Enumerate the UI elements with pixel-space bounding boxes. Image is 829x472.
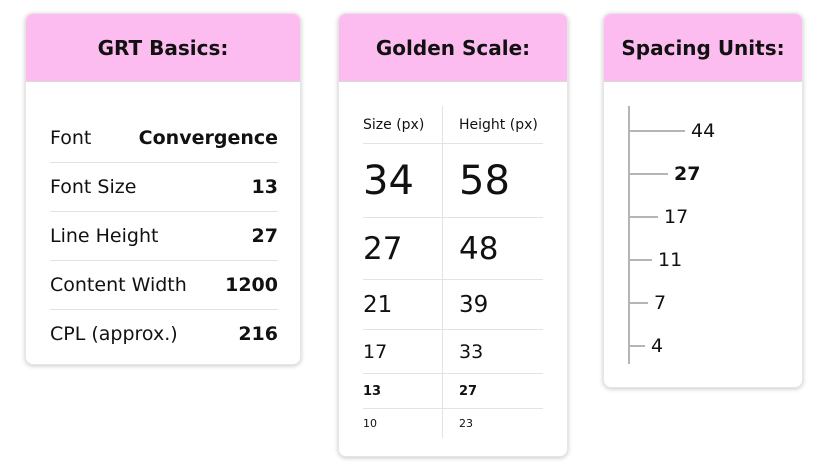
golden-col-size-header: Size (px): [363, 106, 443, 143]
grt-basics-table: Font Convergence Font Size 13 Line Heigh…: [50, 114, 278, 358]
golden-size-cell: 10: [363, 409, 443, 438]
golden-row: 17 33: [363, 330, 543, 374]
basics-value: Convergence: [138, 127, 278, 149]
spacing-axis-line: [628, 106, 630, 364]
golden-size-cell: 21: [363, 280, 443, 329]
basics-row-cpl: CPL (approx.) 216: [50, 310, 278, 358]
spacing-unit-label: 11: [658, 249, 683, 271]
spacing-unit-item: 27: [629, 162, 700, 186]
spacing-unit-item: 11: [629, 248, 682, 272]
basics-row-font-size: Font Size 13: [50, 163, 278, 212]
spacing-units-title: Spacing Units:: [604, 14, 802, 82]
spacing-unit-label: 44: [691, 120, 716, 142]
spacing-unit-tick: [629, 173, 668, 175]
basics-label: Font: [50, 127, 92, 149]
golden-height-cell: 58: [459, 157, 510, 204]
golden-height-cell: 27: [459, 383, 478, 399]
golden-row: 10 23: [363, 409, 543, 438]
basics-label: Line Height: [50, 225, 159, 247]
golden-row: 34 58: [363, 144, 543, 218]
golden-scale-card: Golden Scale: Size (px) Height (px) 34 5…: [338, 13, 568, 457]
basics-value: 1200: [225, 274, 278, 296]
basics-row-line-height: Line Height 27: [50, 212, 278, 261]
golden-size-cell: 34: [363, 144, 443, 217]
spacing-unit-item: 4: [629, 334, 663, 358]
golden-row: 13 27: [363, 374, 543, 409]
spacing-unit-label: 27: [674, 163, 701, 185]
basics-value: 27: [251, 225, 278, 247]
golden-scale-title: Golden Scale:: [339, 14, 567, 82]
spacing-unit-label: 7: [654, 292, 667, 314]
spacing-unit-label: 4: [651, 335, 664, 357]
basics-row-font: Font Convergence: [50, 114, 278, 163]
spacing-unit-tick: [629, 302, 648, 304]
golden-height-cell: 48: [459, 230, 499, 267]
spacing-units-card: Spacing Units: 44 27 17 11 7 4: [603, 13, 803, 388]
spacing-unit-item: 44: [629, 119, 715, 143]
golden-height-cell: 23: [459, 417, 473, 430]
basics-label: Content Width: [50, 274, 187, 296]
golden-size-cell: 13: [363, 374, 443, 408]
grt-basics-card: GRT Basics: Font Convergence Font Size 1…: [25, 13, 301, 365]
spacing-unit-tick: [629, 259, 652, 261]
basics-label: Font Size: [50, 176, 137, 198]
basics-value: 216: [238, 323, 278, 345]
spacing-unit-item: 17: [629, 205, 688, 229]
spacing-unit-item: 7: [629, 291, 666, 315]
basics-value: 13: [251, 176, 278, 198]
golden-col-height-header: Height (px): [459, 116, 538, 133]
spacing-unit-tick: [629, 130, 685, 132]
golden-height-cell: 33: [459, 340, 484, 363]
golden-scale-table: Size (px) Height (px) 34 58 27 48 21 39 …: [363, 106, 543, 438]
basics-row-content-width: Content Width 1200: [50, 261, 278, 310]
grt-basics-title: GRT Basics:: [26, 14, 300, 82]
golden-size-cell: 17: [363, 330, 443, 373]
golden-row: 21 39: [363, 280, 543, 330]
spacing-unit-tick: [629, 345, 645, 347]
golden-row: 27 48: [363, 218, 543, 280]
spacing-unit-tick: [629, 216, 658, 218]
golden-size-cell: 27: [363, 218, 443, 279]
golden-header-row: Size (px) Height (px): [363, 106, 543, 144]
spacing-unit-label: 17: [664, 206, 689, 228]
golden-height-cell: 39: [459, 291, 489, 318]
basics-label: CPL (approx.): [50, 323, 178, 345]
